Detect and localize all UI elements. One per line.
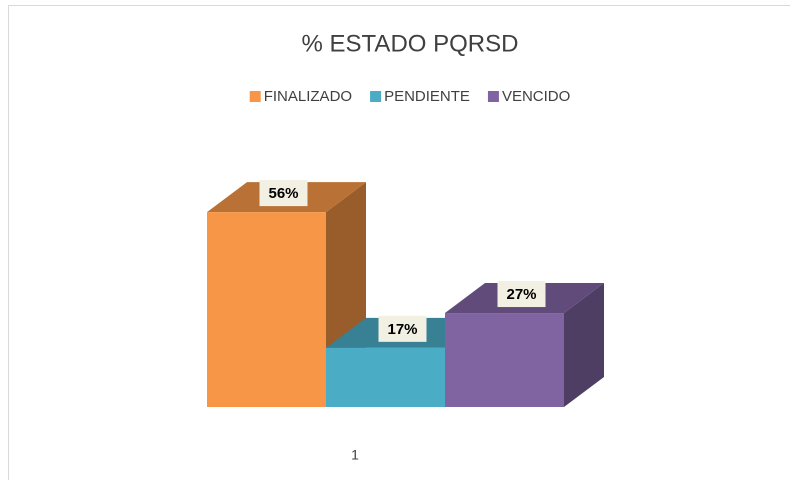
data-label: 56% (268, 185, 298, 202)
data-label-box (378, 315, 427, 342)
chart-area (8, 5, 790, 480)
legend-swatch (249, 91, 261, 102)
legend-label: VENCIDO (502, 88, 570, 105)
x-tick-label: 1 (351, 447, 359, 463)
bar (326, 347, 445, 407)
legend-label: FINALIZADO (264, 88, 352, 105)
legend: FINALIZADO PENDIENTE VENCIDO (249, 88, 570, 105)
legend-label: PENDIENTE (384, 88, 470, 105)
data-label-box (497, 281, 546, 308)
data-label: 17% (387, 321, 417, 338)
bar (207, 212, 326, 407)
data-label-box (259, 180, 308, 207)
legend-swatch (487, 91, 499, 102)
bar (445, 313, 564, 407)
bar-side (564, 283, 604, 407)
chart-title: % ESTADO PQRSD (302, 30, 519, 57)
legend-swatch (370, 91, 382, 102)
data-label: 27% (506, 286, 536, 303)
